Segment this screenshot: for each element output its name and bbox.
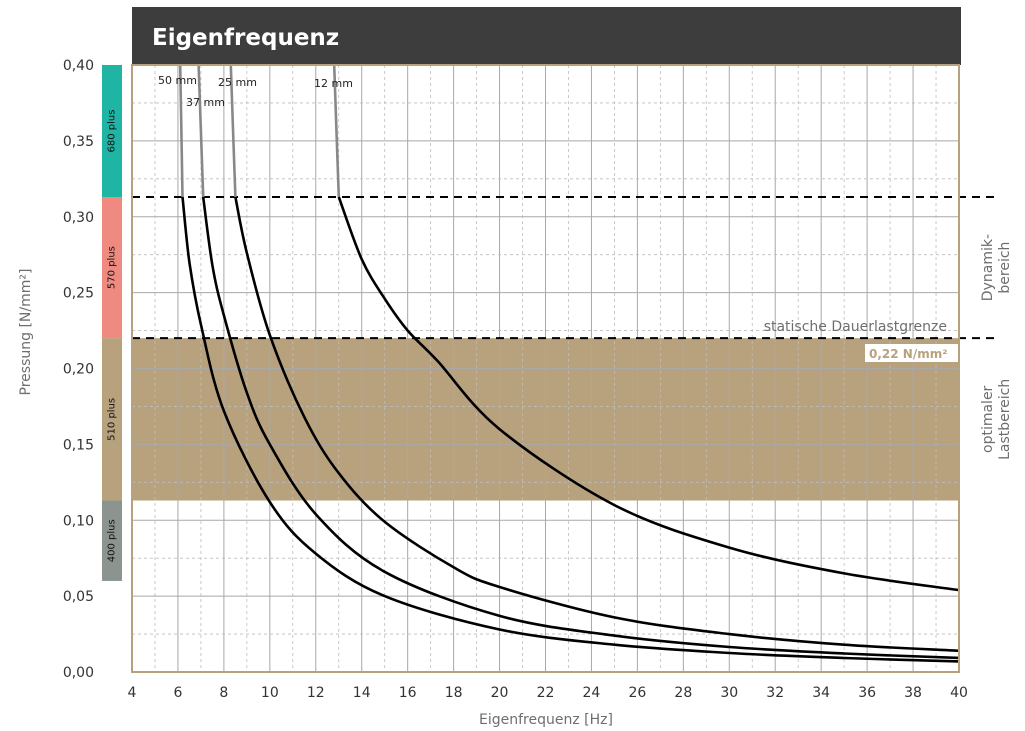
y-axis-label: Pressung [N/mm²] [18, 269, 34, 396]
x-tick-label: 26 [628, 685, 646, 701]
curve-2 [234, 196, 960, 653]
x-tick-label: 20 [491, 685, 509, 701]
curve-top-0 [178, 64, 184, 198]
x-tick-label: 22 [537, 685, 555, 701]
x-tick-label: 24 [583, 685, 601, 701]
x-tick-label: 30 [720, 685, 738, 701]
material-band-1 [102, 197, 122, 339]
x-tick-label: 8 [219, 685, 228, 701]
material-band-0 [102, 65, 122, 198]
zone-label-0: bereich [997, 242, 1013, 294]
x-tick-label: 28 [674, 685, 692, 701]
curve-3 [337, 196, 960, 592]
zone-label-1: Lastbereich [997, 379, 1013, 460]
y-tick-label: 0,40 [63, 58, 94, 74]
x-tick-label: 38 [904, 685, 922, 701]
y-tick-label: 0,20 [63, 362, 94, 378]
x-tick-label: 16 [399, 685, 417, 701]
material-band-label: 510 plus [107, 398, 118, 441]
material-bands: 680 plus 570 plus 510 plus 400 plus [102, 65, 122, 581]
y-tick-label: 0,35 [63, 134, 94, 150]
x-tick-label: 4 [128, 685, 137, 701]
reference-lines [132, 196, 997, 340]
x-tick-label: 10 [261, 685, 279, 701]
x-tick-label: 40 [950, 685, 968, 701]
y-tick-label: 0,15 [63, 437, 94, 453]
optimal-value-box [865, 344, 958, 362]
y-tick-label: 0,30 [63, 210, 94, 226]
material-band-label: 400 plus [107, 519, 118, 562]
curve-top-3 [332, 64, 341, 198]
curve-0 [181, 196, 960, 663]
x-tick-label: 12 [307, 685, 325, 701]
material-band-label: 570 plus [107, 246, 118, 289]
y-tick-label: 0,05 [63, 589, 94, 605]
y-tick-labels: 0,00 0,05 0,10 0,15 0,20 0,25 0,30 0,35 0,40 [63, 58, 94, 681]
grid [132, 65, 959, 672]
x-tick-label: 34 [812, 685, 830, 701]
y-tick-label: 0,10 [63, 513, 94, 529]
series-label: 12 mm [314, 77, 353, 90]
x-tick-label: 18 [445, 685, 463, 701]
x-tick-label: 32 [766, 685, 784, 701]
x-tick-label: 14 [353, 685, 371, 701]
chart-title: Eigenfrequenz [152, 25, 339, 51]
zone-label-1: optimaler [980, 385, 996, 453]
zone-label-0: Dynamik- [980, 234, 996, 301]
curve-1 [201, 196, 960, 660]
zone-labels: Dynamik-bereich optimaler Lastbereich [980, 234, 1013, 460]
series-label: 50 mm [158, 74, 197, 87]
curve-top-2 [229, 64, 237, 198]
series-label: 25 mm [218, 76, 257, 89]
title-bar [132, 7, 961, 65]
material-band-2 [102, 338, 122, 501]
plot-frame [131, 64, 960, 673]
x-tick-labels: 4 6 8 10 12 14 16 18 20 22 24 26 28 30 32 34 36 38 40 [128, 685, 968, 701]
material-band-label: 680 plus [107, 110, 118, 153]
series-label: 37 mm [186, 96, 225, 109]
x-axis-label: Eigenfrequenz [Hz] [479, 712, 613, 728]
series-labels: 50 mm 37 mm 25 mm 12 mm [158, 74, 353, 109]
curve-top-1 [197, 64, 205, 198]
reference-line-label: statische Dauerlastgrenze [764, 319, 947, 335]
y-tick-label: 0,00 [63, 665, 94, 681]
curves [178, 64, 960, 663]
optimal-value-label: 0,22 N/mm² [869, 347, 947, 361]
y-tick-label: 0,25 [63, 286, 94, 302]
x-tick-label: 6 [173, 685, 182, 701]
material-band-3 [102, 500, 122, 581]
x-tick-label: 36 [858, 685, 876, 701]
